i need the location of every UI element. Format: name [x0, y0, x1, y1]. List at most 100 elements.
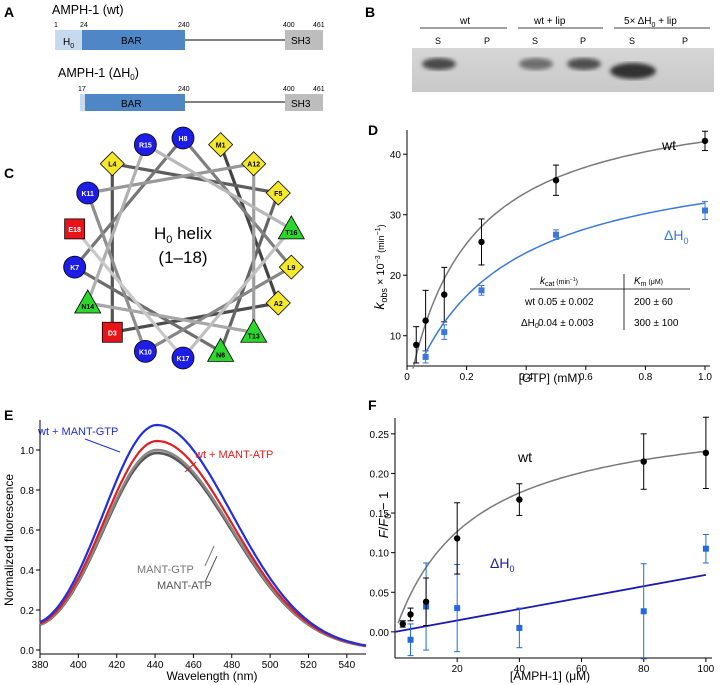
- wheel-connector: [87, 301, 254, 334]
- wheel-connector: [86, 144, 147, 304]
- d-point-wt: [701, 137, 709, 145]
- gel-lane-label: P: [682, 36, 688, 46]
- residue-diamond: [99, 151, 125, 177]
- e-y-tick-label: 1.0: [20, 446, 34, 457]
- d-inset-kcat-wt: 0.05 ± 0.002: [538, 297, 594, 308]
- gel-lane-label: S: [435, 36, 441, 46]
- e-xlabel: Wavelength (nm): [167, 669, 258, 683]
- residue-label: D3: [108, 330, 117, 337]
- d-legend-wt: wt: [661, 137, 676, 153]
- e-x-tick-label: 420: [108, 660, 125, 671]
- residue-diamond: [265, 290, 291, 316]
- d-xlabel: [GTP] (mM): [519, 371, 582, 385]
- e-arrow-wt-mantatp: [184, 461, 197, 473]
- residue-label: A2: [274, 301, 283, 308]
- d-inset-row-wt: wt: [524, 297, 535, 308]
- e-ylabel: Normalized fluorescence: [2, 474, 16, 606]
- e-label-wt-mantatp: wt + MANT-ATP: [194, 449, 273, 461]
- panel-f-binding-chart: 20 40 60 80 100 0.00 0.05 0.10 0.15 0.20 0.25 [AMP…: [370, 416, 715, 683]
- residue-label: L4: [108, 162, 116, 169]
- wheel-connector: [144, 143, 293, 231]
- e-x-tick-label: 500: [262, 660, 279, 671]
- wheel-connector: [181, 227, 293, 360]
- residue-label: K10: [139, 349, 152, 356]
- f-point-dh0: [516, 624, 523, 631]
- e-y-tick-label: 0.4: [20, 566, 34, 577]
- d-fit-curve-1: [424, 202, 706, 355]
- gel-band: [610, 63, 656, 79]
- gel-group-label-dh: 5× ΔH0 + lip: [624, 16, 677, 29]
- e-x-tick-label: 520: [300, 660, 317, 671]
- f-legend-wt: wt: [517, 449, 532, 465]
- panel-d-kinetics-chart: 0 0.2 0.4 0.6 0.8 1.0 10 20 30 40 [GTP] (mM) kobs…: [371, 130, 712, 385]
- d-x-tick-label: 0.6: [579, 372, 593, 383]
- gel-group-label-wtlip: wt + lip: [533, 16, 566, 27]
- wt-h0-label: H0: [63, 37, 74, 50]
- f-fit-curve-wt: [397, 450, 706, 624]
- wheel-connector: [219, 144, 280, 304]
- f-ylabel: F/F0 − 1: [376, 492, 393, 539]
- e-y-tick-label: 0.8: [20, 486, 34, 497]
- d-x-tick-label: 0.8: [638, 372, 652, 383]
- d-point-dh0: [441, 329, 448, 336]
- d-point-dh0: [422, 353, 429, 360]
- f-x-tick-label: 20: [452, 664, 464, 675]
- panel-label-a: A: [4, 4, 14, 20]
- wt-num-461: 461: [313, 22, 325, 29]
- panel-label-d: D: [368, 122, 378, 138]
- d-x-tick-label: 0.4: [519, 372, 533, 383]
- residue-circle: [63, 255, 87, 279]
- residue-label: N6: [216, 352, 225, 359]
- dh-sh3-label: SH3: [291, 99, 311, 110]
- wt-bar-domain: [82, 30, 185, 50]
- d-ylabel: kobs × 10−3 (min−1): [371, 224, 389, 309]
- residue-circle: [171, 346, 195, 370]
- f-point-dh0: [702, 545, 709, 552]
- panel-label-c: C: [4, 165, 14, 181]
- d-inset-kcat-header: kcat (min−1): [540, 276, 578, 288]
- f-y-tick-label: 0.00: [370, 628, 390, 639]
- residue-triangle: [74, 289, 102, 314]
- f-y-tick-label: 0.15: [370, 509, 390, 520]
- dh-bar-label: BAR: [121, 99, 142, 110]
- gel-lane-label: S: [532, 36, 538, 46]
- d-y-tick-label: 10: [390, 332, 402, 343]
- f-x-tick-label: 80: [638, 664, 650, 675]
- d-y-tick-label: 40: [390, 150, 402, 161]
- residue-label: E18: [68, 227, 81, 234]
- f-x-tick-label: 60: [576, 664, 588, 675]
- dh-construct-title: AMPH-1 (ΔH0): [58, 66, 139, 82]
- e-label-mantatp: MANT-ATP: [157, 580, 212, 592]
- f-y-tick-label: 0.10: [370, 549, 390, 560]
- dh-sh3-domain: [285, 94, 323, 111]
- d-fit-curve-0: [412, 140, 706, 369]
- d-inset-km-wt: 200 ± 60: [634, 297, 673, 308]
- f-point-wt: [453, 535, 461, 542]
- e-arrow-mantatp: [204, 555, 218, 583]
- f-xlabel: [AMPH-1] (μM): [510, 669, 590, 683]
- dh-num-461: 461: [313, 86, 325, 93]
- residue-triangle: [240, 318, 268, 343]
- dh-num-400: 400: [283, 86, 295, 93]
- e-arrow-wt-mantgtp: [84, 438, 121, 453]
- e-x-tick-label: 480: [223, 660, 240, 671]
- wheel-connector: [219, 192, 280, 352]
- residue-diamond: [265, 180, 291, 206]
- residue-diamond: [278, 254, 304, 280]
- f-point-wt: [640, 458, 647, 465]
- residue-circle: [76, 181, 100, 205]
- d-point-wt: [552, 177, 560, 184]
- d-point-dh0: [553, 231, 559, 238]
- f-point-wt: [422, 598, 430, 605]
- d-inset-kcat-dh0: 0.04 ± 0.003: [538, 318, 594, 329]
- f-point-dh0: [407, 636, 414, 643]
- f-point-dh0: [640, 608, 647, 615]
- d-x-tick-label: 0.2: [460, 372, 474, 383]
- d-x-tick-label: 1.0: [698, 372, 712, 383]
- residue-label: K17: [177, 356, 190, 363]
- d-legend-dh0: ΔH0: [664, 227, 688, 246]
- residue-triangle: [206, 337, 235, 362]
- e-label-wt-mantgtp: wt + MANT-GTP: [37, 426, 118, 438]
- residue-diamond: [241, 151, 267, 177]
